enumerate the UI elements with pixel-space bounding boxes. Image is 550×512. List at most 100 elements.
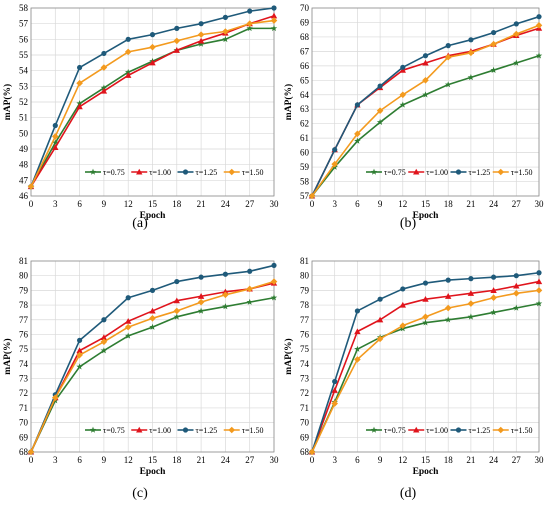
y-tick-label: 46 [19,191,29,201]
data-point [422,91,429,98]
data-point [149,287,156,293]
y-tick-label: 68 [19,447,29,457]
y-tick-label: 77 [19,315,29,325]
data-point [149,315,156,322]
legend-label: τ=1.50 [511,168,533,177]
y-axis-title: mAP(%) [283,338,294,374]
legend-marker [455,169,462,175]
data-point [101,317,107,323]
y-tick-label: 57 [300,191,310,201]
data-point [331,400,338,407]
y-tick-label: 67 [300,46,310,56]
legend-marker [370,426,378,433]
x-tick-label: 6 [77,455,82,465]
y-tick-label: 71 [300,403,309,413]
legend-label: τ=1.50 [511,426,533,435]
data-point [490,287,497,293]
legend-marker [182,427,189,433]
y-tick-label: 76 [19,329,29,339]
data-point [27,183,35,190]
data-point [270,12,278,19]
data-point [222,28,229,35]
y-tick-label: 68 [300,32,310,42]
x-tick-label: 18 [444,199,454,209]
legend-label: τ=0.75 [103,168,125,177]
y-tick-label: 69 [300,432,310,442]
data-point [222,35,229,43]
data-point [399,301,406,308]
data-point [376,118,384,125]
data-point [173,47,180,53]
data-point [271,262,277,269]
x-tick-label: 3 [332,455,337,465]
series---1-50 [308,287,543,456]
data-point [444,81,452,88]
y-tick-label: 68 [300,447,310,457]
data-point [149,307,156,314]
y-tick-label: 81 [19,256,28,266]
data-point [246,24,253,32]
data-point [354,308,360,314]
data-point [399,322,407,329]
x-tick-label: 3 [332,199,337,209]
data-point [535,287,543,294]
data-point [124,332,132,339]
y-tick-label: 53 [19,81,29,91]
y-tick-label: 50 [19,128,29,138]
y-tick-label: 61 [300,133,309,143]
x-tick-label: 21 [466,199,475,209]
y-tick-label: 73 [19,374,29,384]
data-point [422,319,429,326]
data-point [468,276,474,282]
y-tick-label: 51 [19,113,28,123]
y-axis-title: mAP(%) [2,338,13,374]
x-tick-label: 9 [378,455,383,465]
data-point [174,25,180,31]
x-tick-label: 6 [355,199,360,209]
data-point [354,356,361,363]
legend-marker [136,168,143,175]
legend-label: τ=1.25 [469,426,491,435]
x-tick-label: 27 [245,199,255,209]
legend-label: τ=0.75 [384,168,406,177]
data-point [535,278,543,285]
data-point [149,59,156,66]
y-tick-label: 80 [19,271,29,281]
data-point [354,137,361,144]
legend-marker [228,168,236,176]
data-point [354,130,361,138]
legend-label: τ=1.00 [426,168,448,177]
panel-caption: (d) [400,486,417,501]
series---1-00 [308,278,543,455]
data-point [197,307,205,314]
legend-label: τ=1.50 [242,426,264,435]
y-tick-label: 73 [300,374,310,384]
data-point [76,351,83,359]
series---1-00 [27,279,278,455]
legend-label: τ=1.00 [149,168,171,177]
x-tick-label: 21 [466,455,475,465]
y-tick-label: 58 [300,177,310,187]
data-point [198,21,204,27]
data-point [445,293,452,299]
data-point [400,64,406,70]
data-point [467,313,475,320]
x-tick-label: 18 [172,455,182,465]
legend: τ=0.75 τ=1.00 τ=1.25 τ=1.50 [85,426,263,435]
data-point [354,345,361,352]
data-point [100,64,108,71]
y-tick-label: 72 [19,388,28,398]
y-tick-label: 49 [19,144,29,154]
data-point [125,295,131,301]
legend-label: τ=0.75 [384,426,406,435]
x-tick-label: 6 [77,199,82,209]
data-point [100,347,108,354]
x-axis-title: Epoch [413,467,440,477]
data-point [100,87,108,94]
data-point [513,290,520,297]
data-point [149,323,156,330]
series---1-25 [309,14,542,199]
data-point [490,309,497,316]
x-tick-label: 0 [310,455,315,465]
data-point [173,297,180,304]
